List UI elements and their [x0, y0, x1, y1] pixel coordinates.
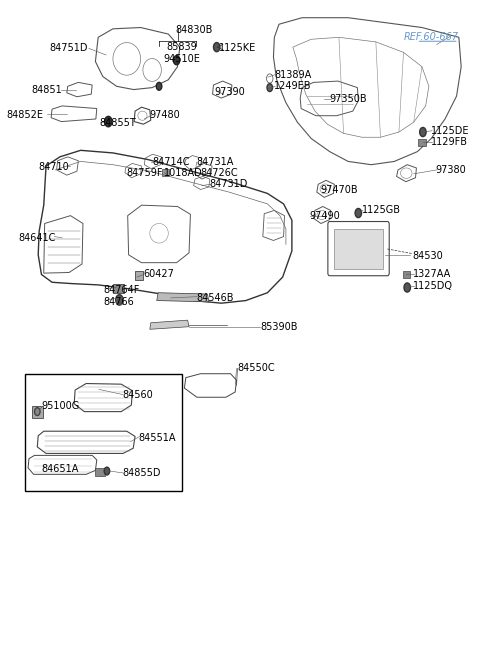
- Text: 60427: 60427: [143, 270, 174, 279]
- Circle shape: [404, 283, 410, 292]
- Text: 84751D: 84751D: [49, 43, 87, 53]
- FancyBboxPatch shape: [134, 270, 143, 280]
- FancyBboxPatch shape: [96, 468, 105, 476]
- Circle shape: [105, 116, 112, 127]
- Text: 97490: 97490: [309, 211, 340, 220]
- Polygon shape: [157, 293, 209, 302]
- Text: 1125DQ: 1125DQ: [413, 281, 453, 291]
- Text: 84851: 84851: [32, 85, 62, 95]
- Text: 84731D: 84731D: [210, 179, 248, 190]
- Text: 84855T: 84855T: [99, 118, 136, 128]
- Text: 84651A: 84651A: [41, 464, 79, 474]
- Circle shape: [156, 83, 162, 91]
- Circle shape: [420, 127, 426, 136]
- FancyBboxPatch shape: [418, 138, 426, 146]
- Text: 1125GB: 1125GB: [362, 205, 401, 215]
- Circle shape: [355, 209, 361, 218]
- Text: 1129FB: 1129FB: [431, 138, 468, 148]
- Text: 84641C: 84641C: [18, 233, 55, 243]
- Text: 97380: 97380: [436, 165, 467, 175]
- Text: 97470B: 97470B: [321, 184, 358, 195]
- Text: 84759F: 84759F: [127, 167, 163, 178]
- Text: 85839: 85839: [167, 42, 197, 52]
- Circle shape: [116, 295, 123, 305]
- Text: 84714C: 84714C: [152, 157, 190, 167]
- Text: 84530: 84530: [413, 251, 444, 261]
- Text: 97480: 97480: [150, 110, 180, 120]
- FancyBboxPatch shape: [113, 284, 123, 293]
- Text: 84852E: 84852E: [7, 110, 44, 120]
- Circle shape: [104, 467, 110, 475]
- Text: 84855D: 84855D: [122, 468, 161, 478]
- Polygon shape: [150, 320, 189, 329]
- Text: 84731A: 84731A: [196, 157, 233, 167]
- Text: 84546B: 84546B: [196, 293, 233, 303]
- Circle shape: [35, 407, 40, 415]
- FancyBboxPatch shape: [403, 270, 410, 277]
- Text: 95100G: 95100G: [41, 401, 80, 411]
- Circle shape: [173, 56, 180, 65]
- Text: 84726C: 84726C: [201, 167, 238, 178]
- Text: REF.60-667: REF.60-667: [404, 32, 459, 43]
- Text: 84710: 84710: [38, 162, 69, 173]
- Text: 84830B: 84830B: [175, 25, 212, 35]
- Text: 1018AD: 1018AD: [164, 167, 203, 178]
- Text: 84550C: 84550C: [238, 363, 275, 373]
- Text: 85390B: 85390B: [261, 321, 298, 332]
- Text: 1125KE: 1125KE: [219, 43, 256, 53]
- Text: 97390: 97390: [215, 87, 245, 96]
- Text: 81389A: 81389A: [275, 70, 312, 79]
- Circle shape: [267, 84, 273, 92]
- Text: 94510E: 94510E: [164, 54, 201, 64]
- Text: 84764F: 84764F: [104, 285, 140, 295]
- Text: 84560: 84560: [122, 390, 153, 400]
- FancyBboxPatch shape: [334, 230, 383, 268]
- Text: 97350B: 97350B: [330, 94, 367, 104]
- FancyBboxPatch shape: [162, 169, 169, 176]
- Text: 1327AA: 1327AA: [413, 270, 451, 279]
- FancyBboxPatch shape: [32, 406, 43, 418]
- Text: 1249EB: 1249EB: [275, 81, 312, 91]
- Circle shape: [214, 43, 220, 52]
- Text: 84766: 84766: [104, 297, 134, 307]
- Text: 1125DE: 1125DE: [431, 126, 470, 136]
- Text: 84551A: 84551A: [138, 433, 176, 443]
